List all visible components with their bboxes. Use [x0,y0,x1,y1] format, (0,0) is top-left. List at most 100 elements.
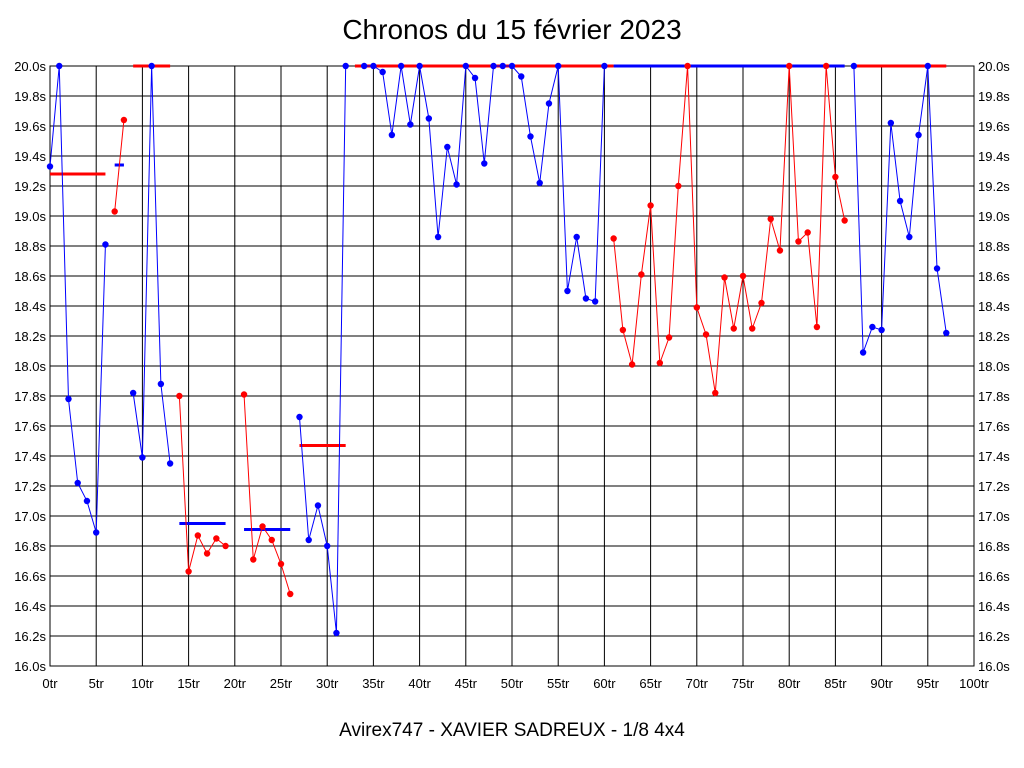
data-point [65,395,72,403]
y-tick-label-left: 16.4s [14,599,46,614]
data-point [638,271,645,278]
x-tick-label: 5tr [89,676,105,691]
x-tick-label: 70tr [686,676,709,691]
y-tick-label-left: 17.2s [14,479,46,494]
data-point [324,542,331,550]
data-point [333,629,340,637]
x-tick-label: 0tr [42,676,58,691]
y-tick-label-left: 16.0s [14,659,46,674]
data-point [157,380,165,388]
x-tick-label: 45tr [455,676,478,691]
x-tick-label: 65tr [639,676,662,691]
data-point [453,181,460,188]
y-tick-label-left: 18.4s [14,299,46,314]
data-point [758,299,765,307]
y-tick-label-left: 18.0s [14,359,46,374]
series-line [298,65,347,634]
data-point [749,325,756,332]
data-point [397,62,405,70]
x-tick-label: 30tr [316,676,339,691]
data-point [841,217,848,224]
data-point [444,143,451,151]
y-tick-label-right: 17.8s [978,389,1010,404]
x-tick-label: 75tr [732,676,755,691]
series-line [613,65,846,394]
y-tick-label-left: 16.6s [14,569,46,584]
y-tick-label-right: 17.2s [978,479,1010,494]
x-tick-label: 10tr [131,676,154,691]
x-tick-label: 60tr [593,676,616,691]
data-point [148,62,155,70]
data-point [582,295,590,302]
y-tick-label-right: 16.8s [978,539,1010,554]
y-tick-label-right: 17.6s [978,419,1010,434]
data-point [56,62,63,70]
y-tick-label-left: 19.4s [14,149,46,164]
y-tick-label-right: 17.0s [978,509,1010,524]
data-point [628,361,636,368]
data-point [314,502,322,509]
y-tick-label-right: 18.0s [978,359,1010,374]
data-point [250,556,257,563]
x-tick-label: 90tr [870,676,893,691]
y-tick-label-right: 19.4s [978,149,1010,164]
data-point [619,326,627,334]
x-tick-label: 85tr [824,676,847,691]
y-tick-label-right: 16.0s [978,659,1010,674]
series-line [114,119,125,212]
data-point [360,62,368,70]
data-point [305,536,312,544]
data-point [591,298,599,305]
data-point [407,121,414,128]
data-point [296,413,303,421]
data-point [370,62,377,70]
y-tick-label-right: 16.6s [978,569,1010,584]
data-point [508,62,516,70]
data-point [259,523,266,530]
data-point [684,62,691,70]
y-tick-label-right: 19.6s [978,119,1010,134]
series-line [364,64,605,303]
data-point [120,116,128,124]
data-point [240,391,248,398]
y-tick-label-right: 20.0s [978,59,1010,74]
series-line [49,65,106,533]
y-tick-label-left: 19.2s [14,179,46,194]
y-tick-label-left: 20.0s [14,59,46,74]
chart-footer: Avirex747 - XAVIER SADREUX - 1/8 4x4 [339,720,685,741]
data-point [536,179,543,187]
data-point [194,532,202,539]
data-point [786,62,793,70]
data-point [721,274,728,281]
y-tick-label-right: 16.2s [978,629,1010,644]
x-tick-label: 35tr [362,676,385,691]
y-tick-label-right: 18.6s [978,269,1010,284]
data-point [545,100,553,107]
y-tick-label-right: 17.4s [978,449,1010,464]
y-tick-label-right: 19.2s [978,179,1010,194]
series-line [243,394,291,595]
data-point [850,62,858,70]
data-point [730,325,737,332]
data-point [804,229,811,236]
data-point [933,265,941,272]
data-point [906,233,913,241]
data-point [102,241,109,248]
x-tick-label: 25tr [270,676,293,691]
data-point [471,74,479,82]
y-tick-label-left: 19.0s [14,209,46,224]
data-point [832,173,839,181]
x-tick-label: 20tr [224,676,247,691]
x-tick-label: 55tr [547,676,570,691]
data-point [129,389,137,397]
data-point [176,392,183,400]
data-point [203,550,211,557]
data-point [425,115,433,122]
y-tick-label-right: 18.8s [978,239,1010,254]
data-point [887,119,895,127]
data-point [813,323,821,331]
data-point [822,62,830,70]
data-point [665,334,673,341]
data-point [795,238,802,245]
y-tick-label-right: 16.4s [978,599,1010,614]
